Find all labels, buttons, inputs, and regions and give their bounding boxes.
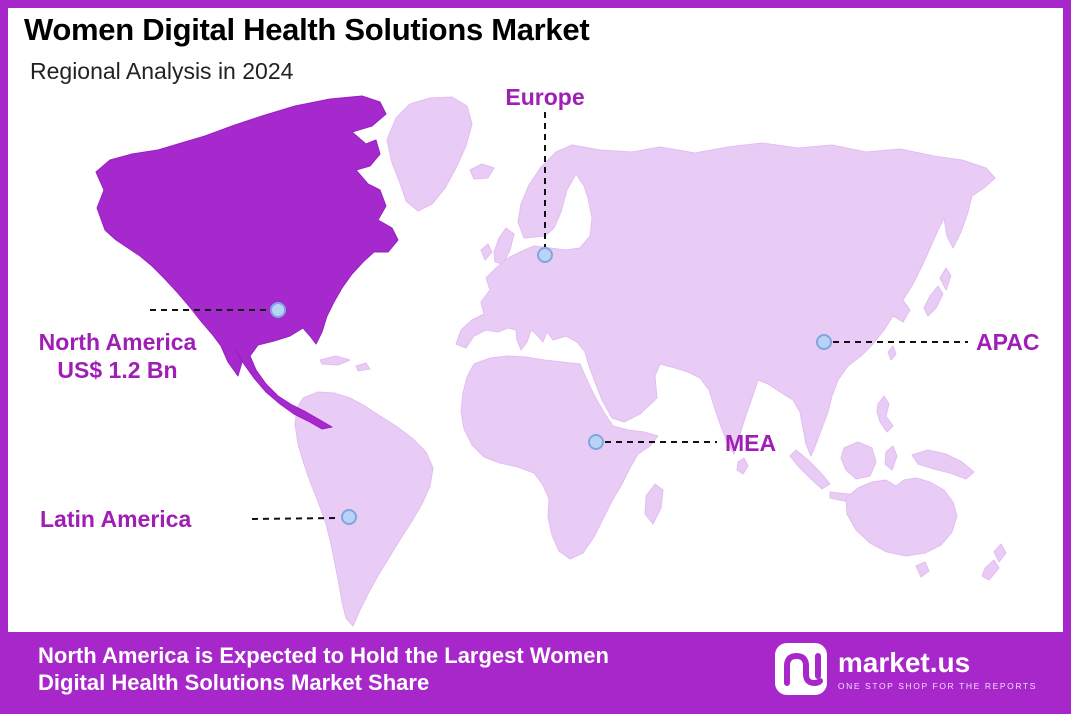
marker-apac bbox=[816, 334, 832, 350]
leader-line-latin-america bbox=[251, 517, 341, 520]
brand-logo: market.us ONE STOP SHOP FOR THE REPORTS bbox=[774, 642, 1037, 696]
landmass-philippines bbox=[876, 395, 894, 433]
region-label-north-america: North America US$ 1.2 Bn bbox=[15, 328, 220, 384]
landmass-madagascar bbox=[644, 483, 664, 525]
banner-text-line2: Digital Health Solutions Market Share bbox=[38, 670, 430, 695]
market-us-logo-icon bbox=[774, 643, 827, 695]
banner-text-line1: North America is Expected to Hold the La… bbox=[38, 643, 609, 668]
landmass-tasmania bbox=[915, 561, 930, 578]
region-label-mea: MEA bbox=[725, 430, 777, 456]
banner-text: North America is Expected to Hold the La… bbox=[38, 642, 609, 696]
landmass-japan-south bbox=[923, 285, 944, 317]
marker-north-america bbox=[270, 302, 286, 318]
landmass-south-america bbox=[294, 391, 434, 627]
landmass-new-zealand-south bbox=[981, 559, 1000, 581]
landmass-africa bbox=[460, 355, 659, 560]
landmass-greenland bbox=[386, 96, 473, 212]
landmass-new-zealand-north bbox=[993, 543, 1007, 563]
region-label-europe: Europe bbox=[505, 84, 585, 110]
landmass-sri-lanka bbox=[736, 457, 749, 475]
region-label-north-america-name: North America bbox=[38, 329, 197, 355]
page-title: Women Digital Health Solutions Market bbox=[24, 12, 590, 47]
region-label-latin-america: Latin America bbox=[40, 506, 192, 532]
marker-europe bbox=[537, 247, 553, 263]
landmass-hispaniola bbox=[355, 362, 371, 372]
landmass-eurasia bbox=[455, 142, 996, 457]
landmass-taiwan bbox=[887, 345, 897, 361]
landmass-uk bbox=[493, 227, 515, 265]
landmass-japan-north bbox=[939, 267, 952, 291]
region-value-north-america: US$ 1.2 Bn bbox=[57, 357, 178, 383]
landmass-borneo bbox=[840, 441, 877, 480]
logo-brand: market.us bbox=[837, 646, 971, 678]
page-subtitle: Regional Analysis in 2024 bbox=[30, 58, 294, 84]
landmass-iceland bbox=[469, 163, 495, 180]
landmass-australia bbox=[845, 477, 958, 557]
logo-tagline: ONE STOP SHOP FOR THE REPORTS bbox=[837, 680, 1037, 691]
landmass-new-guinea bbox=[911, 449, 975, 480]
landmass-sumatra bbox=[789, 449, 831, 490]
logo-text: market.us ONE STOP SHOP FOR THE REPORTS bbox=[837, 646, 1037, 691]
region-label-apac: APAC bbox=[976, 329, 1040, 355]
landmass-ireland bbox=[480, 243, 493, 261]
landmass-sulawesi bbox=[884, 445, 898, 471]
map-region-north-america-highlight bbox=[95, 95, 399, 430]
marker-latin-america bbox=[341, 509, 357, 525]
landmass-cuba bbox=[319, 355, 351, 366]
marker-mea bbox=[588, 434, 604, 450]
bottom-banner: North America is Expected to Hold the La… bbox=[8, 632, 1063, 706]
